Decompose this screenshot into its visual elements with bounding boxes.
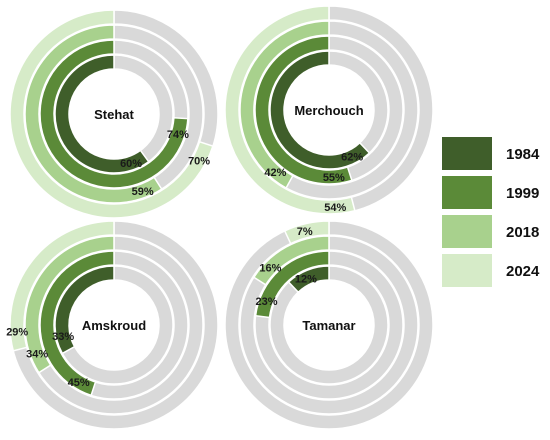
bar-tamanar-2024 [283,220,330,245]
panel-title: Tamanar [302,318,355,333]
bar-tamanar-2018 [252,235,330,286]
data-label: 62% [341,152,363,164]
bar-amskroud-2024 [9,220,115,352]
legend-label-2018: 2018 [506,224,539,241]
bar-merchouch-1984 [269,50,371,170]
bar-amskroud-1984 [54,265,115,355]
legend-swatch-1984 [442,137,492,170]
data-label: 16% [259,263,281,275]
data-label: 54% [324,202,346,214]
data-label: 45% [68,377,90,389]
panel-stehat: Stehat 60% 74% 59% 70% [9,9,219,219]
data-label: 29% [6,326,28,338]
panel-merchouch: Merchouch 62% 55% 42% 54% [224,5,434,215]
data-label: 42% [264,167,286,179]
bar-stehat-2024 [9,9,214,219]
legend-swatch-2024 [442,254,492,287]
data-label: 23% [255,296,277,308]
bar-merchouch-2024 [224,5,356,215]
bar-stehat-2018 [24,24,163,204]
panel-tamanar: Tamanar 12% 23% 16% 7% [224,220,434,430]
bar-stehat-1999 [39,39,189,189]
data-label: 12% [295,273,317,285]
bar-amskroud-2018 [24,235,115,374]
legend: 1984 1999 2018 2024 [442,137,540,287]
bar-amskroud-1999 [39,250,115,397]
data-label: 70% [188,156,210,168]
panel-title: Stehat [94,107,134,122]
panel-title: Amskroud [82,318,146,333]
panel-title: Merchouch [294,103,363,118]
bar-tamanar-1999 [254,250,330,319]
bar-merchouch-2018 [239,20,330,190]
legend-label-1999: 1999 [506,185,539,202]
data-label: 33% [52,331,74,343]
bar-stehat-1984 [54,54,150,174]
data-label: 60% [120,158,142,170]
bar-merchouch-1999 [254,35,353,185]
legend-swatch-1999 [442,176,492,209]
data-label: 74% [167,129,189,141]
legend-label-1984: 1984 [506,146,540,163]
panel-amskroud: Amskroud 33% 45% 34% 29% [6,220,219,430]
data-label: 7% [297,226,313,238]
data-label: 34% [26,349,48,361]
data-label: 55% [323,172,345,184]
bar-tamanar-1984 [287,265,330,294]
legend-swatch-2018 [442,215,492,248]
data-label: 59% [132,186,154,198]
legend-label-2024: 2024 [506,263,540,280]
